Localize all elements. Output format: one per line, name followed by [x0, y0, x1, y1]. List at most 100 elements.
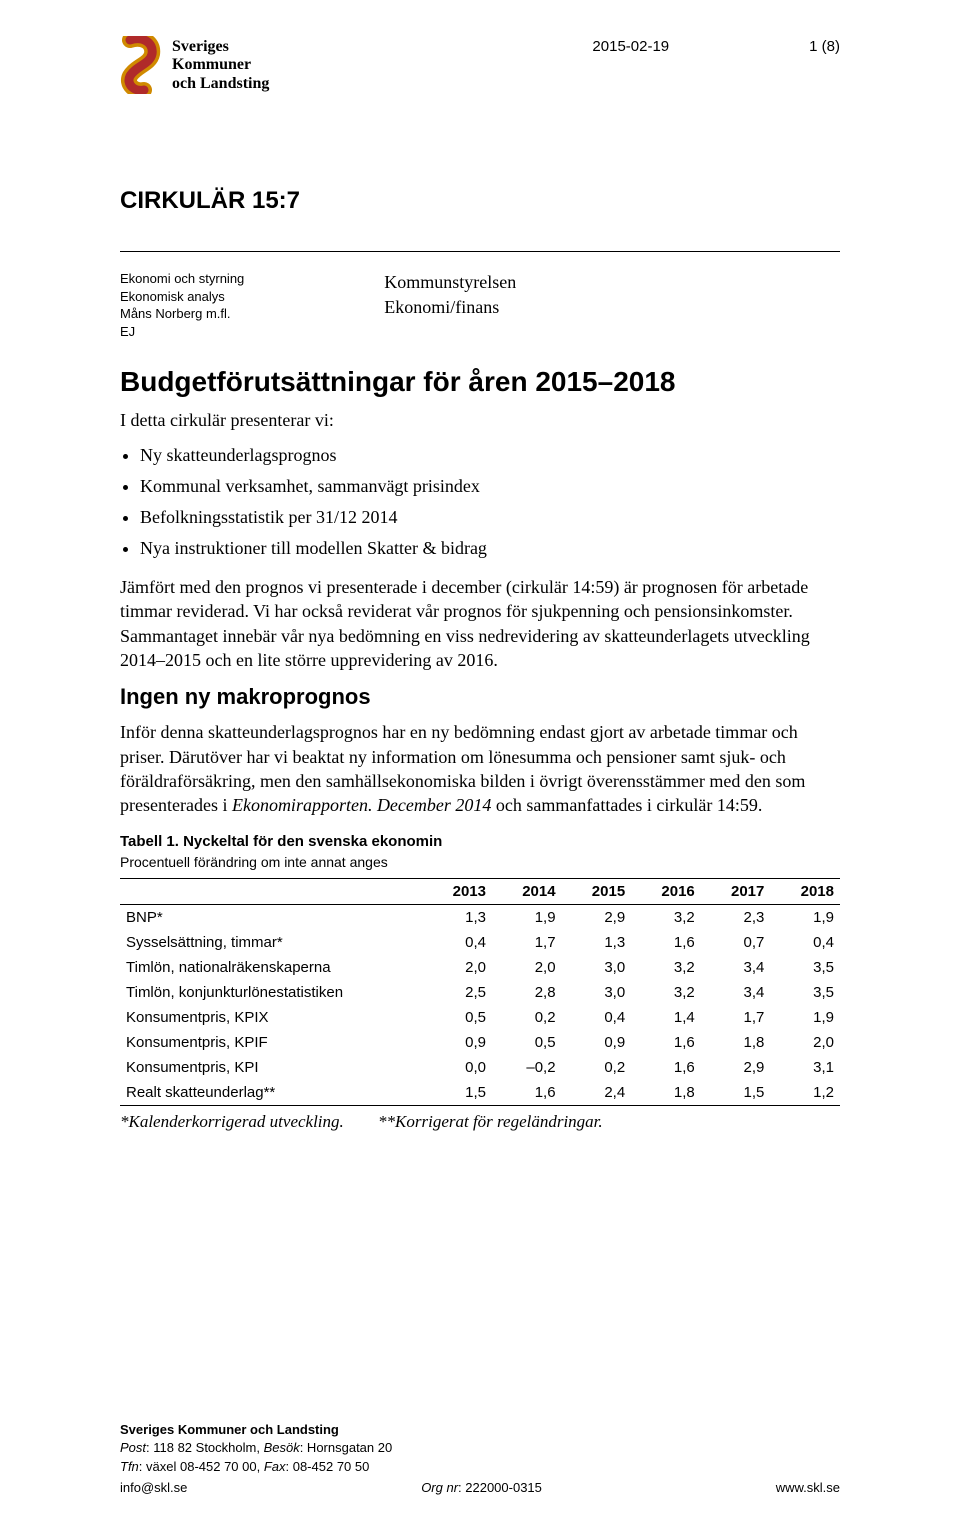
- table-cell: 0,2: [492, 1005, 562, 1030]
- meta-left-2: Ekonomisk analys: [120, 288, 244, 306]
- meta-left-1: Ekonomi och styrning: [120, 270, 244, 288]
- logo-icon: [120, 36, 164, 99]
- table-cell: 2,9: [562, 905, 632, 931]
- footer-tfn-label: Tfn: [120, 1459, 139, 1474]
- meta-right-1: Kommunstyrelsen: [384, 270, 516, 295]
- list-item: Nya instruktioner till modellen Skatter …: [140, 535, 840, 563]
- footer-besok-value: : Hornsgatan 20: [300, 1440, 393, 1455]
- table-cell: 1,6: [631, 1055, 701, 1080]
- footer-fax-label: Fax: [264, 1459, 286, 1474]
- meta-right-2: Ekonomi/finans: [384, 295, 516, 320]
- logo-text-2: Kommuner: [172, 56, 269, 74]
- page-footer: Sveriges Kommuner och Landsting Post: 11…: [120, 1421, 840, 1498]
- table-cell: 2,9: [701, 1055, 771, 1080]
- table-footnotes: *Kalenderkorrigerad utveckling. **Korrig…: [120, 1112, 840, 1132]
- table-cell: 3,2: [631, 955, 701, 980]
- col-header: [120, 879, 422, 905]
- table-cell: Realt skatteunderlag**: [120, 1080, 422, 1106]
- list-item: Kommunal verksamhet, sammanvägt prisinde…: [140, 473, 840, 501]
- paragraph-1: Jämfört med den prognos vi presenterade …: [120, 575, 840, 672]
- col-header: 2017: [701, 879, 771, 905]
- table-cell: 0,5: [492, 1030, 562, 1055]
- table-cell: 1,9: [770, 1005, 840, 1030]
- para2-part-b: och sammanfattades i cirkulär 14:59.: [491, 795, 762, 815]
- table-row: Timlön, konjunkturlönestatistiken2,52,83…: [120, 980, 840, 1005]
- table-cell: 1,5: [701, 1080, 771, 1106]
- table-caption: Tabell 1. Nyckeltal för den svenska ekon…: [120, 833, 840, 850]
- table-row: Konsumentpris, KPI0,0–0,20,21,62,93,1: [120, 1055, 840, 1080]
- circular-label: CIRKULÄR 15:7: [120, 187, 840, 215]
- table-cell: 1,6: [631, 1030, 701, 1055]
- table-cell: 1,5: [422, 1080, 492, 1106]
- table-cell: –0,2: [492, 1055, 562, 1080]
- footer-besok-label: Besök: [264, 1440, 300, 1455]
- table-cell: 1,3: [562, 930, 632, 955]
- table-row: Realt skatteunderlag**1,51,62,41,81,51,2: [120, 1080, 840, 1106]
- table-cell: 0,4: [770, 930, 840, 955]
- table-cell: 2,5: [422, 980, 492, 1005]
- table-row: BNP*1,31,92,93,22,31,9: [120, 905, 840, 931]
- table-header-row: 2013 2014 2015 2016 2017 2018: [120, 879, 840, 905]
- table-cell: 1,9: [770, 905, 840, 931]
- table-cell: 1,6: [631, 930, 701, 955]
- table-cell: 1,4: [631, 1005, 701, 1030]
- footer-post-label: Post: [120, 1440, 146, 1455]
- table-cell: 1,6: [492, 1080, 562, 1106]
- para2-emphasis: Ekonomirapporten. December 2014: [232, 795, 491, 815]
- table-cell: 0,2: [562, 1055, 632, 1080]
- table-row: Konsumentpris, KPIF0,90,50,91,61,82,0: [120, 1030, 840, 1055]
- table-cell: Konsumentpris, KPIF: [120, 1030, 422, 1055]
- table-cell: 2,3: [701, 905, 771, 931]
- table-cell: 3,2: [631, 905, 701, 931]
- col-header: 2016: [631, 879, 701, 905]
- meta-left: Ekonomi och styrning Ekonomisk analys Må…: [120, 270, 244, 340]
- table-cell: 3,5: [770, 980, 840, 1005]
- header-date: 2015-02-19: [592, 38, 669, 55]
- table-row: Sysselsättning, timmar*0,41,71,31,60,70,…: [120, 930, 840, 955]
- footer-org: Sveriges Kommuner och Landsting: [120, 1421, 840, 1440]
- footer-orgnr-value: : 222000-0315: [458, 1480, 542, 1495]
- table-cell: 0,4: [562, 1005, 632, 1030]
- col-header: 2014: [492, 879, 562, 905]
- footer-tfn-value: : växel 08-452 70 00,: [139, 1459, 264, 1474]
- lead-text: I detta cirkulär presenterar vi:: [120, 408, 840, 432]
- meta-left-4: EJ: [120, 323, 244, 341]
- list-item: Befolkningsstatistik per 31/12 2014: [140, 504, 840, 532]
- table-cell: 2,0: [770, 1030, 840, 1055]
- col-header: 2018: [770, 879, 840, 905]
- table-cell: 1,8: [631, 1080, 701, 1106]
- table-cell: 0,7: [701, 930, 771, 955]
- logo-block: Sveriges Kommuner och Landsting: [120, 36, 269, 99]
- meta-right: Kommunstyrelsen Ekonomi/finans: [384, 270, 516, 340]
- table-cell: 2,0: [422, 955, 492, 980]
- col-header: 2013: [422, 879, 492, 905]
- table-cell: 1,3: [422, 905, 492, 931]
- table-cell: BNP*: [120, 905, 422, 931]
- table-subcaption: Procentuell förändring om inte annat ang…: [120, 854, 840, 870]
- table-cell: 2,0: [492, 955, 562, 980]
- table-cell: 3,1: [770, 1055, 840, 1080]
- header-pagenum: 1 (8): [809, 38, 840, 55]
- table-cell: 3,4: [701, 955, 771, 980]
- footer-post-value: : 118 82 Stockholm,: [146, 1440, 264, 1455]
- table-cell: 1,2: [770, 1080, 840, 1106]
- table-cell: 0,0: [422, 1055, 492, 1080]
- table-cell: 1,7: [492, 930, 562, 955]
- footer-web: www.skl.se: [776, 1479, 840, 1498]
- table-cell: Sysselsättning, timmar*: [120, 930, 422, 955]
- footer-orgnr-label: Org nr: [421, 1480, 458, 1495]
- table-cell: 3,2: [631, 980, 701, 1005]
- table-cell: 0,5: [422, 1005, 492, 1030]
- logo-text-1: Sveriges: [172, 38, 269, 56]
- table-cell: Konsumentpris, KPIX: [120, 1005, 422, 1030]
- page-title: Budgetförutsättningar för åren 2015–2018: [120, 366, 840, 398]
- list-item: Ny skatteunderlagsprognos: [140, 442, 840, 470]
- economy-table: 2013 2014 2015 2016 2017 2018 BNP*1,31,9…: [120, 878, 840, 1106]
- table-cell: 1,8: [701, 1030, 771, 1055]
- table-cell: Konsumentpris, KPI: [120, 1055, 422, 1080]
- table-cell: 0,9: [422, 1030, 492, 1055]
- paragraph-2: Inför denna skatteunderlagsprognos har e…: [120, 720, 840, 817]
- footer-fax-value: : 08-452 70 50: [286, 1459, 370, 1474]
- footnote-1: *Kalenderkorrigerad utveckling.: [120, 1112, 344, 1131]
- table-cell: 0,9: [562, 1030, 632, 1055]
